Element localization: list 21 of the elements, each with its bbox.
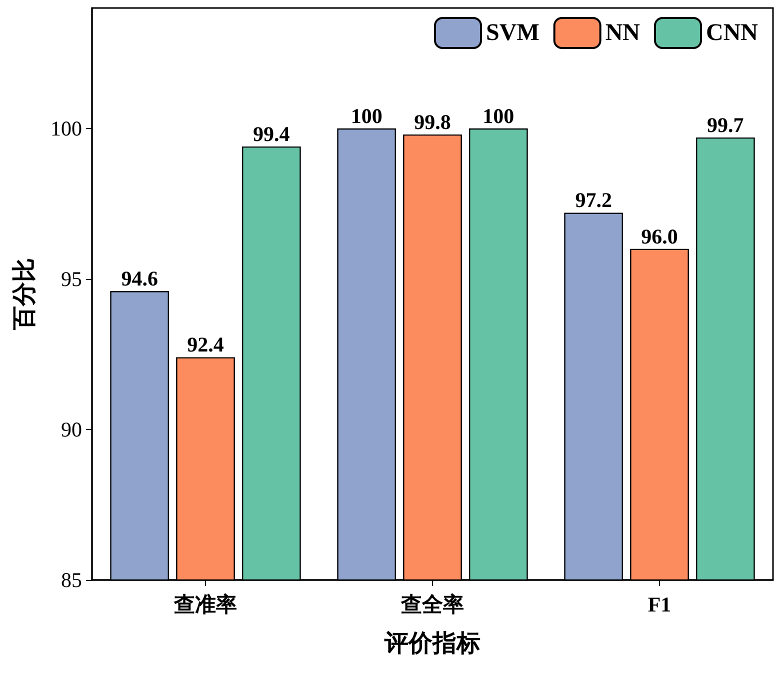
y-tick-label: 100 xyxy=(50,116,82,140)
data-label: 99.4 xyxy=(253,122,290,146)
data-label: 99.7 xyxy=(707,112,744,137)
data-label: 99.8 xyxy=(414,110,451,134)
y-tick-label: 95 xyxy=(61,266,82,291)
data-label: 94.6 xyxy=(121,266,158,290)
x-tick-label: 查全率 xyxy=(400,592,464,616)
x-tick-label: 查准率 xyxy=(173,592,237,616)
data-label: 100 xyxy=(482,104,514,128)
y-tick-label: 85 xyxy=(61,568,82,592)
y-axis-title: 百分比 xyxy=(11,258,38,331)
legend-label: NN xyxy=(605,20,641,46)
data-label: 92.4 xyxy=(187,332,224,357)
data-label: 100 xyxy=(350,104,382,128)
y-tick-label: 90 xyxy=(61,417,82,442)
x-tick-label: F1 xyxy=(648,592,672,616)
x-axis-title: 评价指标 xyxy=(384,630,480,657)
data-label: 96.0 xyxy=(641,224,678,248)
legend-label: CNN xyxy=(706,20,759,46)
legend-label: SVM xyxy=(486,20,540,46)
data-label: 97.2 xyxy=(575,188,612,212)
